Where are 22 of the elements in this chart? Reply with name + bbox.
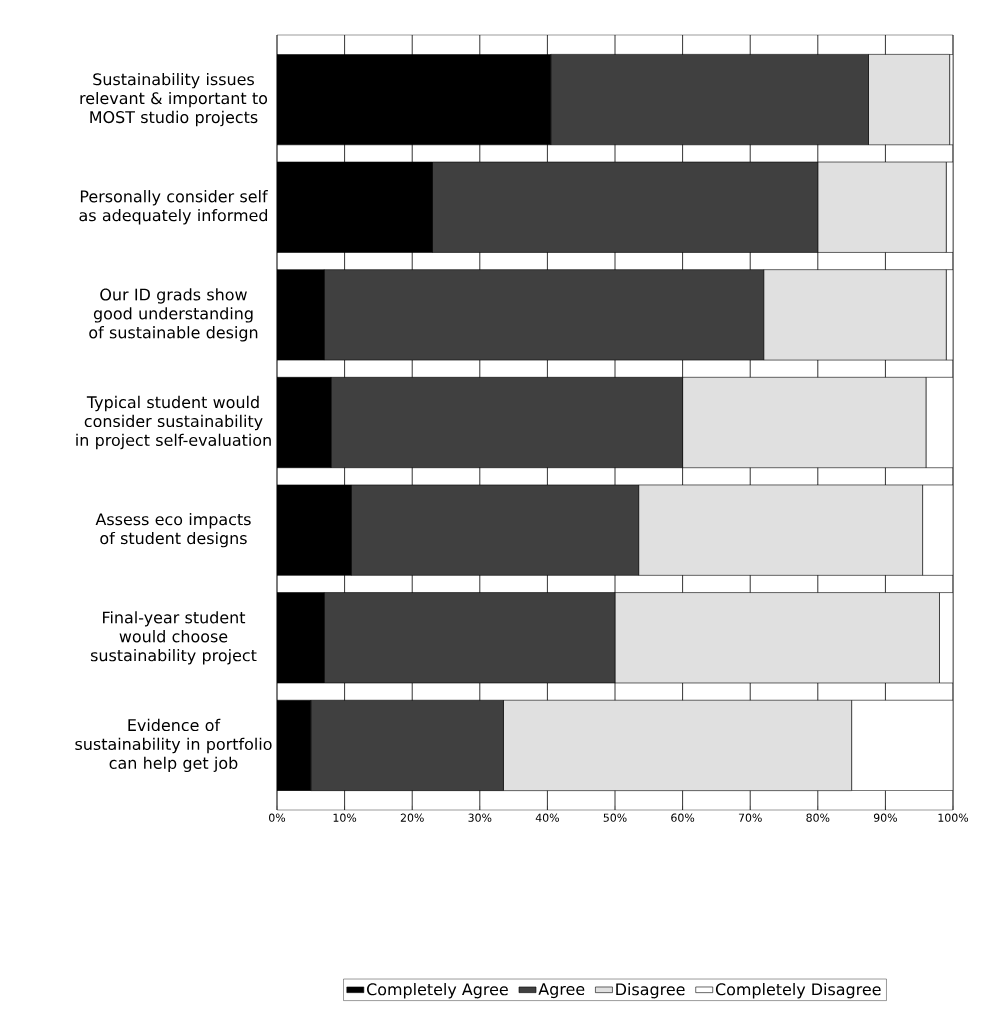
y-tick-label: Final-year student would choose sustainability project	[90, 611, 257, 665]
legend-label: Completely Agree	[367, 983, 508, 999]
x-tick-label: 70%	[738, 813, 762, 822]
x-tick-label: 100%	[938, 813, 969, 822]
x-tick-label: 80%	[806, 813, 830, 822]
legend-label: Completely Disagree	[715, 983, 881, 999]
x-tick-label: 30%	[468, 813, 492, 822]
y-tick-label: Assess eco impacts of student designs	[95, 512, 251, 548]
x-tick-label: 50%	[603, 813, 627, 822]
x-tick-label: 20%	[400, 813, 424, 822]
y-tick-label: Our ID grads show good understanding of sustainable design	[89, 288, 258, 342]
x-tick-label: 60%	[671, 813, 695, 822]
x-tick-label: 10%	[333, 813, 357, 822]
legend-label: Disagree	[616, 983, 685, 999]
y-tick-label: Typical student would consider sustainability in project self-evaluation	[76, 395, 271, 450]
y-tick-label: Evidence of sustainability in portfolio can help get job	[75, 718, 272, 773]
x-tick-label: 90%	[873, 813, 897, 822]
y-tick-label: Personally consider self as adequately informed	[79, 190, 268, 225]
x-tick-label: 0%	[269, 813, 286, 822]
x-tick-label: 40%	[535, 813, 559, 822]
y-tick-label: Sustainability issues relevant & important to MOST studio projects	[80, 72, 268, 127]
legend-label: Agree	[538, 983, 585, 999]
